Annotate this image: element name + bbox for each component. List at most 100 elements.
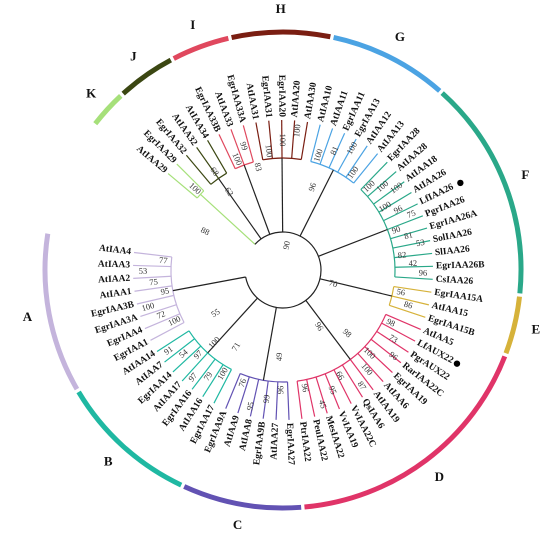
branch [393,285,432,293]
clade-letter: J [130,48,137,63]
bootstrap: 95 [327,384,339,396]
clade-letter: F [521,167,529,182]
bootstrap: 100 [230,151,244,167]
branch [286,381,290,420]
branch [389,304,426,318]
backbone-arc [245,231,322,309]
branch [333,369,352,404]
bootstrap: 100 [166,313,182,328]
branch [249,379,260,417]
leaf-label: EgrIAA20 [276,75,286,118]
branch [230,129,245,166]
branch [185,154,212,185]
bootstrap: 90 [390,224,401,236]
clade-ring [333,34,442,93]
bootstrap: 66 [334,369,347,381]
bootstrap: 56 [396,286,406,297]
clade-ring [231,29,331,41]
branch [324,373,340,410]
bootstrap: 98 [341,326,354,339]
clade-arc [310,160,355,184]
bootstrap: 88 [199,225,211,238]
branch [383,203,418,222]
clade-ring [172,35,229,61]
bootstrap: 96 [306,181,318,192]
branch [360,161,388,190]
branch [181,352,209,382]
bootstrap: 86 [403,299,414,311]
branch [296,381,303,419]
branch [262,380,269,419]
branch [341,364,363,398]
branch [196,147,220,179]
bootstrap: 91 [162,344,175,357]
branch [385,313,421,331]
clade-stem [318,228,388,257]
branch [357,352,384,383]
branch [353,153,379,184]
leaf-marker [453,360,461,367]
bootstrap: 82 [397,249,407,260]
branch [242,125,254,163]
bootstrap: 95 [244,401,256,412]
bootstrap: 81 [403,229,414,241]
bootstrap: 99 [238,140,250,151]
bootstrap: 97 [186,370,199,383]
leaf-label: AtIAA1 [99,287,133,301]
branch [387,215,424,231]
branch [394,265,433,268]
branch [349,359,374,391]
leaf-label: AtIAA8 [238,418,255,452]
branch [144,313,181,330]
clade-arc [170,256,185,323]
bootstrap: 71 [229,340,242,352]
branch [364,346,393,374]
bootstrap: 96 [313,320,326,333]
clade-stem [299,169,334,237]
bootstrap: 81 [328,145,341,157]
bootstrap: 75 [405,207,417,220]
branch [237,376,250,414]
bootstrap: 100 [344,140,359,156]
branch [367,171,397,197]
clade-stem [243,164,271,235]
clade-ring [42,233,80,391]
clade-stem [199,193,256,245]
leaf-label: AtIAA2 [98,274,131,286]
branch [319,128,334,165]
branch [306,379,316,417]
leaf-label: AtIAA20 [290,80,303,118]
branch [337,138,357,173]
leaf-label: AtIAA4 [98,244,131,258]
branch [202,364,224,398]
bootstrap: 100 [388,180,404,196]
branch [373,181,405,205]
leaf-label: EgrIAA27 [284,423,296,466]
branch [167,173,198,199]
clade-letter: D [435,469,444,484]
branch [133,251,172,258]
branch [394,276,433,280]
bootstrap: 42 [408,258,417,268]
branch [310,124,321,162]
bootstrap: 96 [419,267,428,277]
branch [218,134,236,169]
branch [225,373,241,409]
bootstrap: 96 [300,383,311,393]
bootstrap: 98 [385,316,397,329]
clade-letter: H [276,1,286,16]
bootstrap: 49 [274,352,284,361]
branch [378,192,412,213]
clade-arc [240,372,288,383]
clade-letter: K [86,85,97,100]
bootstrap: 73 [387,332,400,345]
clade-stem [172,276,246,292]
clade-letter: E [532,321,541,336]
branch [300,121,309,160]
bootstrap: 100 [278,134,288,147]
clade-ring [121,57,172,96]
bootstrap: 96 [392,203,404,216]
leaf-label: EgrIAA26B [436,260,485,271]
bootstrap: 72 [155,308,166,320]
